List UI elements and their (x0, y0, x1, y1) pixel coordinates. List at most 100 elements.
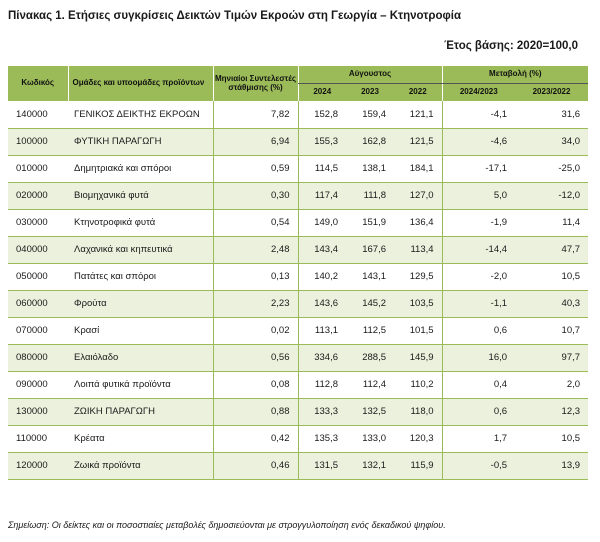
cell-weight: 6,94 (212, 128, 298, 155)
cell-change-2023-2022: 11,4 (562, 217, 581, 228)
cell-2024: 114,5 (297, 155, 346, 182)
header-august: Αύγουστος (297, 66, 443, 84)
cell-code: 030000 (16, 217, 48, 228)
cell-2022: 136,4 (409, 217, 434, 228)
table-row: 110000 Κρέατα 0,42 135,3 133,0 120,3 1,7… (8, 425, 589, 452)
header-year-2023: 2023 (346, 83, 394, 101)
cell-change-2023-2022: -12,0 (515, 182, 589, 209)
header-year-2024: 2024 (297, 83, 346, 101)
cell-2022: 121,1 (409, 108, 434, 120)
cell-code: 110000 (16, 433, 47, 444)
cell-name: Βιομηχανικά φυτά (68, 182, 213, 209)
cell-2024: 113,1 (297, 317, 346, 344)
cell-2022: 115,9 (394, 452, 443, 479)
cell-2023: 151,9 (362, 217, 386, 228)
cell-2023: 112,5 (362, 325, 386, 336)
cell-2022: 103,5 (394, 290, 443, 317)
cell-change-2023-2022: 10,7 (561, 325, 581, 336)
cell-weight: 0,56 (212, 344, 298, 371)
cell-2024: 143,4 (297, 236, 346, 263)
cell-name: Φρούτα (68, 290, 213, 317)
footnote: Σημείωση: Οι δείκτες και οι ποσοστιαίες … (8, 520, 446, 530)
cell-2022: 118,0 (394, 398, 443, 425)
cell-2023: 167,6 (346, 236, 394, 263)
cell-code: 100000 (8, 128, 68, 155)
cell-2023: 162,8 (346, 128, 394, 155)
cell-code: 010000 (16, 163, 48, 174)
cell-code: 050000 (16, 271, 48, 282)
base-year: Έτος βάσης: 2020=100,0 (444, 40, 578, 52)
table-row: 060000 Φρούτα 2,23 143,6 145,2 103,5 -1,… (8, 290, 589, 317)
cell-change-2024-2023: -4,1 (441, 101, 516, 128)
cell-2023: 112,4 (362, 379, 386, 390)
cell-change-2023-2022: 31,6 (561, 108, 581, 120)
header-groups: Ομάδες και υποομάδες προϊόντων (67, 66, 213, 101)
cell-change-2024-2023: 0,6 (441, 317, 516, 344)
cell-code: 130000 (8, 398, 68, 425)
cell-change-2023-2022: 10,5 (561, 271, 581, 282)
cell-weight: 0,46 (212, 452, 298, 479)
table-row: 020000 Βιομηχανικά φυτά 0,30 117,4 111,8… (8, 182, 589, 209)
cell-code: 060000 (8, 290, 68, 317)
cell-name: Ελαιόλαδο (68, 344, 213, 371)
cell-2024: 117,4 (297, 182, 346, 209)
cell-2024: 135,3 (297, 425, 346, 452)
header-code: Κωδικός (8, 66, 68, 101)
cell-change-2024-2023: -14,4 (441, 236, 516, 263)
cell-name: Ζωικά προϊόντα (68, 452, 213, 479)
cell-2024: 149,0 (297, 209, 346, 236)
cell-2024: 155,3 (297, 128, 346, 155)
cell-code: 070000 (16, 325, 48, 336)
cell-change-2024-2023: 0,6 (441, 398, 516, 425)
cell-change-2024-2023: -1,9 (441, 209, 516, 236)
cell-weight: 0,42 (212, 425, 298, 452)
cell-weight: 0,13 (212, 263, 298, 290)
table-title: Πίνακας 1. Ετήσιες συγκρίσεις Δεικτών Τι… (8, 10, 462, 22)
cell-weight: 2,48 (212, 236, 298, 263)
cell-name: Κρέατα (74, 433, 105, 444)
cell-change-2024-2023: -17,1 (441, 155, 516, 182)
cell-change-2023-2022: 97,7 (515, 344, 589, 371)
cell-name: ΓΕΝΙΚΟΣ ΔΕΙΚΤΗΣ ΕΚΡΟΩΝ (74, 108, 200, 120)
cell-change-2023-2022: 34,0 (515, 128, 589, 155)
cell-name: ΦΥΤΙΚΗ ΠΑΡΑΓΩΓΗ (68, 128, 213, 155)
table-row: 120000 Ζωικά προϊόντα 0,46 131,5 132,1 1… (8, 452, 589, 479)
cell-2024: 112,8 (297, 371, 346, 398)
header-year-2022: 2022 (394, 83, 443, 101)
cell-change-2024-2023: -2,0 (441, 263, 516, 290)
cell-change-2024-2023: 16,0 (441, 344, 516, 371)
cell-2024: 334,6 (297, 344, 346, 371)
cell-2022: 145,9 (394, 344, 443, 371)
cell-2023: 145,2 (346, 290, 394, 317)
cell-code: 080000 (8, 344, 68, 371)
cell-2023: 143,1 (362, 271, 386, 282)
cell-2024: 140,2 (297, 263, 346, 290)
header-change-2023-2022: 2023/2022 (515, 83, 589, 101)
cell-2023: 159,4 (362, 108, 386, 120)
cell-name: Λοιπά φυτικά προϊόντα (74, 379, 171, 390)
cell-code: 040000 (8, 236, 68, 263)
cell-2023: 133,0 (362, 433, 386, 444)
cell-change-2023-2022: 2,0 (566, 379, 581, 390)
cell-change-2024-2023: -4,6 (441, 128, 516, 155)
cell-2023: 288,5 (346, 344, 394, 371)
cell-change-2023-2022: 12,3 (515, 398, 589, 425)
cell-name: Κτηνοτροφικά φυτά (74, 217, 156, 228)
cell-2022: 101,5 (409, 325, 434, 336)
cell-2022: 110,2 (410, 379, 434, 390)
cell-name: Λαχανικά και κηπευτικά (68, 236, 213, 263)
cell-name: Δημητριακά και σπόροι (74, 163, 172, 174)
cell-weight: 0,54 (212, 209, 298, 236)
cell-2022: 113,4 (394, 236, 443, 263)
cell-weight: 0,02 (212, 317, 298, 344)
table-row: 040000 Λαχανικά και κηπευτικά 2,48 143,4… (8, 236, 589, 263)
cell-weight: 2,23 (212, 290, 298, 317)
table-row: 130000 ΖΩΙΚΗ ΠΑΡΑΓΩΓΗ 0,88 133,3 132,5 1… (8, 398, 589, 425)
cell-2023: 111,8 (346, 182, 394, 209)
cell-2024: 131,5 (297, 452, 346, 479)
cell-code: 020000 (8, 182, 68, 209)
header-change-2024-2023: 2024/2023 (441, 83, 516, 101)
cell-2023: 138,1 (362, 163, 386, 174)
cell-2022: 184,1 (409, 163, 434, 174)
cell-weight: 0,30 (212, 182, 298, 209)
